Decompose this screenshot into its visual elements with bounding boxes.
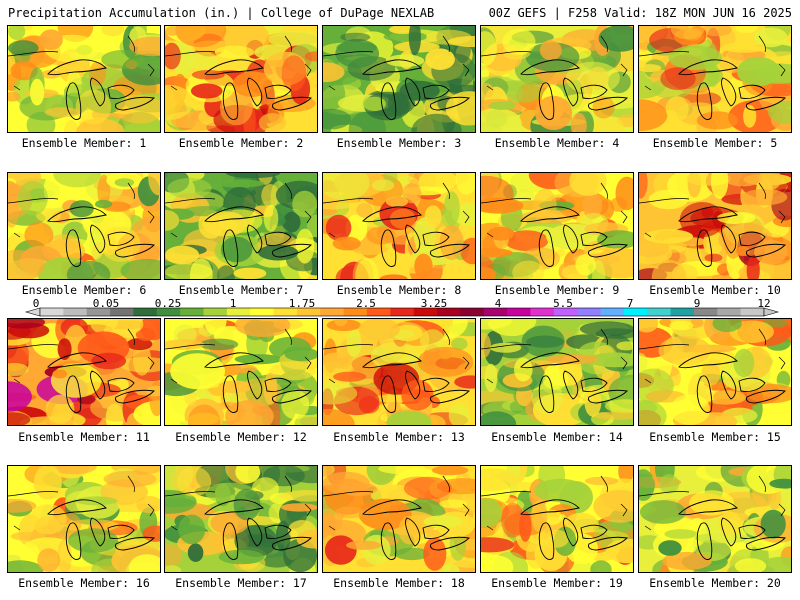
ensemble-member-label-8: Ensemble Member: 8 [336, 283, 462, 297]
ensemble-member-label-20: Ensemble Member: 20 [649, 576, 781, 590]
ensemble-member-map-15 [638, 318, 792, 426]
ensemble-member-label-4: Ensemble Member: 4 [494, 136, 620, 150]
colorbar-tick-label: 2.5 [356, 297, 376, 310]
ensemble-member-label-14: Ensemble Member: 14 [491, 430, 623, 444]
ensemble-member-map-19 [480, 465, 634, 573]
ensemble-member-map-7 [164, 172, 318, 280]
ensemble-member-map-10 [638, 172, 792, 280]
ensemble-member-map-17 [164, 465, 318, 573]
precipitation-colorbar [24, 307, 780, 317]
ensemble-member-label-5: Ensemble Member: 5 [652, 136, 778, 150]
ensemble-member-map-13 [322, 318, 476, 426]
ensemble-member-label-16: Ensemble Member: 16 [18, 576, 150, 590]
ensemble-member-map-12 [164, 318, 318, 426]
ensemble-member-label-17: Ensemble Member: 17 [175, 576, 307, 590]
ensemble-member-label-10: Ensemble Member: 10 [649, 283, 781, 297]
colorbar-tick-label: 12 [757, 297, 771, 310]
ensemble-member-map-3 [322, 25, 476, 133]
ensemble-member-map-11 [7, 318, 161, 426]
colorbar-tick-label: 5.5 [553, 297, 573, 310]
ensemble-member-map-4 [480, 25, 634, 133]
ensemble-member-map-8 [322, 172, 476, 280]
ensemble-member-label-6: Ensemble Member: 6 [21, 283, 147, 297]
ensemble-member-map-9 [480, 172, 634, 280]
colorbar-tick-label: 0.25 [154, 297, 182, 310]
ensemble-member-label-11: Ensemble Member: 11 [18, 430, 150, 444]
model-run-valid-time: 00Z GEFS | F258 Valid: 18Z MON JUN 16 20… [488, 6, 792, 20]
colorbar-tick-label: 9 [693, 297, 701, 310]
colorbar-tick-label: 3.25 [420, 297, 448, 310]
ensemble-member-map-18 [322, 465, 476, 573]
colorbar-tick-label: 1.75 [288, 297, 316, 310]
ensemble-member-label-18: Ensemble Member: 18 [333, 576, 465, 590]
ensemble-member-map-1 [7, 25, 161, 133]
ensemble-member-map-5 [638, 25, 792, 133]
colorbar-tick-label: 1 [229, 297, 237, 310]
colorbar-tick-label: 4 [494, 297, 502, 310]
ensemble-member-map-16 [7, 465, 161, 573]
ensemble-member-label-12: Ensemble Member: 12 [175, 430, 307, 444]
ensemble-member-label-3: Ensemble Member: 3 [336, 136, 462, 150]
ensemble-member-label-1: Ensemble Member: 1 [21, 136, 147, 150]
ensemble-member-label-13: Ensemble Member: 13 [333, 430, 465, 444]
colorbar-tick-label: 0.05 [92, 297, 120, 310]
ensemble-member-map-2 [164, 25, 318, 133]
colorbar-tick-label: 0 [32, 297, 40, 310]
colorbar-tick-label: 7 [626, 297, 634, 310]
ensemble-member-label-19: Ensemble Member: 19 [491, 576, 623, 590]
ensemble-member-label-2: Ensemble Member: 2 [178, 136, 304, 150]
ensemble-member-label-7: Ensemble Member: 7 [178, 283, 304, 297]
ensemble-member-map-6 [7, 172, 161, 280]
ensemble-member-map-14 [480, 318, 634, 426]
ensemble-member-label-15: Ensemble Member: 15 [649, 430, 781, 444]
ensemble-member-label-9: Ensemble Member: 9 [494, 283, 620, 297]
ensemble-member-map-20 [638, 465, 792, 573]
map-title: Precipitation Accumulation (in.) | Colle… [8, 6, 435, 20]
